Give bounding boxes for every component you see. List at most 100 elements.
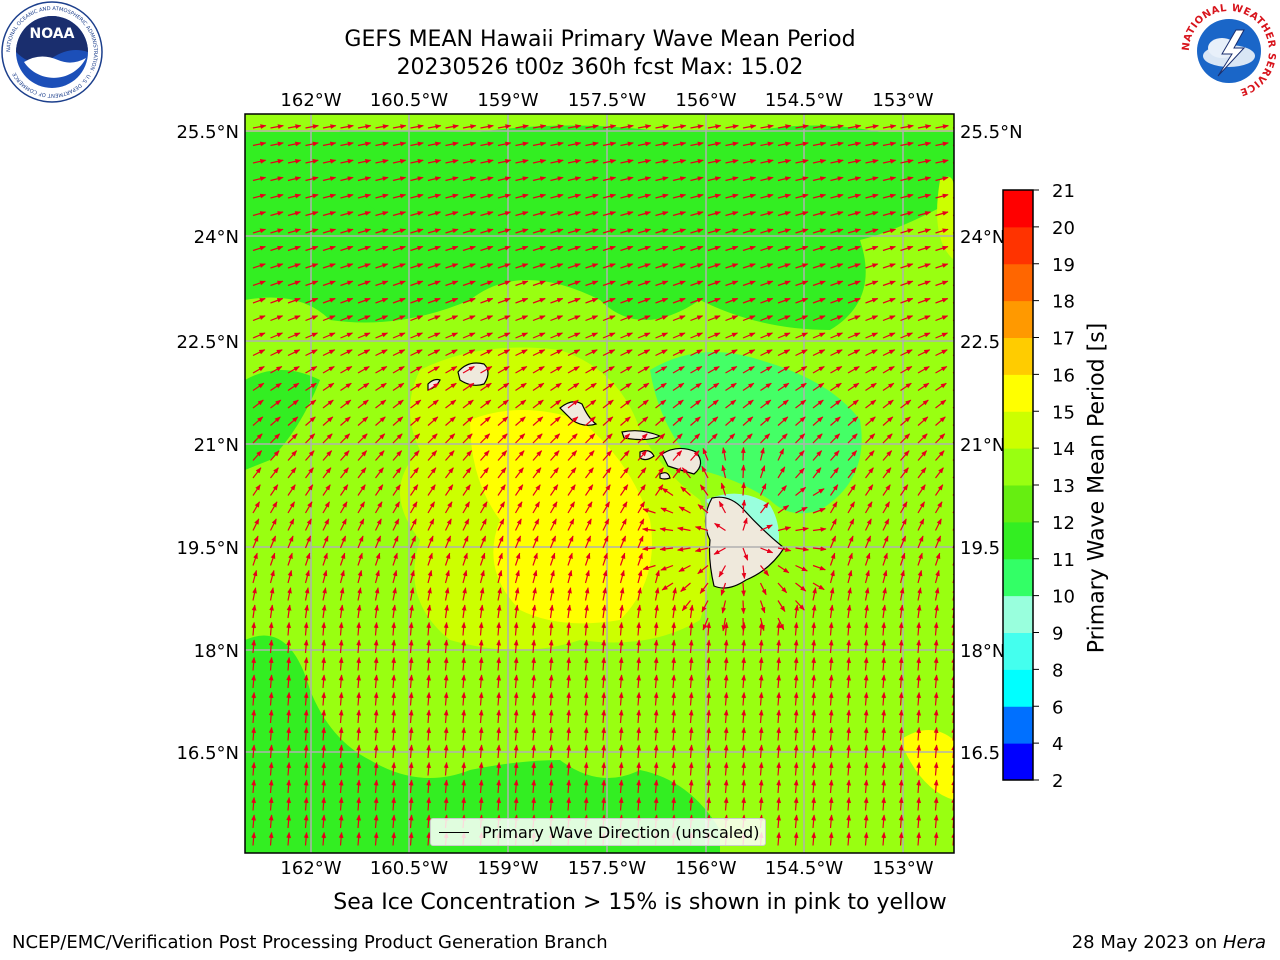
wave-arrow [340,349,353,357]
wave-arrow [935,263,949,269]
wave-arrow [620,382,632,391]
wave-arrow [760,315,774,322]
wave-arrow [830,280,844,287]
colorbar-tick-label: 20 [1052,218,1075,239]
lat-label-left: 24°N [194,227,239,248]
wave-arrow [410,416,421,426]
wave-arrow [305,315,319,322]
wave-arrow [585,211,599,217]
wave-arrow [637,193,652,199]
wave-arrow [690,280,704,287]
wave-arrow [620,416,631,426]
wave-arrow [707,159,722,164]
wave-arrow [602,315,616,322]
wave-arrow [847,399,859,409]
wave-arrow [602,399,614,409]
wave-arrow [742,349,756,357]
wave-arrow [672,141,687,147]
wave-arrow [620,159,634,164]
wave-arrow [270,297,284,304]
lon-label-top: 157.5°W [568,90,647,111]
lat-label-left: 16.5°N [176,743,239,764]
wave-arrow [410,159,424,164]
wave-arrow [322,211,337,217]
wave-arrow [305,280,319,287]
wave-arrow [637,280,651,287]
wave-arrow [462,124,477,129]
wave-arrow [480,176,494,182]
wave-arrow [305,297,319,304]
wave-arrow [462,176,477,182]
colorbar-tick-label: 9 [1052,624,1063,645]
wave-arrow [742,193,757,199]
wave-arrow [830,159,844,164]
wave-arrow [830,416,841,426]
wave-arrow [480,193,494,199]
colorbar-tick-label: 13 [1052,476,1075,497]
wave-arrow [882,297,896,304]
wave-arrow [375,349,388,357]
wave-arrow [812,332,826,339]
wave-arrow [252,382,265,391]
wave-arrow [795,211,809,217]
wave-arrow [725,280,739,287]
colorbar-tick-label: 6 [1052,697,1063,718]
lat-label-right: 21°N [960,435,1005,456]
wave-arrow [392,280,406,287]
wave-arrow [707,124,722,129]
wave-arrow [900,176,914,182]
wave-arrow [410,211,424,217]
wave-arrow [532,124,547,129]
wave-arrow [515,159,529,164]
wave-arrow [270,245,284,252]
wave-arrow [357,193,372,199]
wave-arrow [340,245,354,252]
wave-arrow [375,124,389,129]
wave-arrow [830,193,844,199]
colorbar-segment [1003,337,1033,375]
wave-arrow [550,349,563,357]
wave-arrow [777,124,792,129]
wave-arrow [252,263,266,269]
wave-arrow [935,141,949,147]
wave-arrow [567,176,582,182]
wave-arrow [322,159,337,164]
wave-arrow [655,297,669,304]
wave-arrow [602,349,616,357]
wave-arrow [760,280,774,287]
wave-arrow [445,280,459,287]
wave-arrow [917,332,931,339]
wave-arrow [935,228,949,234]
wave-arrow [252,193,267,199]
wave-arrow [515,263,529,269]
wave-arrow [760,159,774,164]
field-region-14s-ne [937,176,954,260]
field-region-10s [650,352,862,514]
wave-arrow [917,193,932,199]
wave-arrow [252,124,267,129]
wave-arrow [532,211,547,217]
wave-arrow [427,141,442,147]
wave-arrow [305,365,318,374]
colorbar-segment [1003,558,1033,597]
wave-arrow [480,416,491,426]
field-region-11s-west [245,370,320,470]
wave-arrow [585,416,596,426]
wave-arrow [882,365,895,374]
wave-arrow [445,263,459,269]
wave-arrow [410,193,424,199]
wave-arrow [602,228,617,234]
wave-arrow [900,141,914,147]
wave-arrow [725,141,739,147]
wave-arrow [462,416,474,426]
wave-arrow [532,176,547,182]
wave-arrow [742,176,757,182]
wave-arrow [707,245,721,252]
wave-arrow [515,365,528,374]
wave-arrow [865,193,879,199]
wave-arrow [480,159,494,164]
wave-arrow [847,332,861,339]
wave-arrow [725,176,739,182]
wave-arrow [830,365,843,374]
wave-arrow [672,124,687,129]
